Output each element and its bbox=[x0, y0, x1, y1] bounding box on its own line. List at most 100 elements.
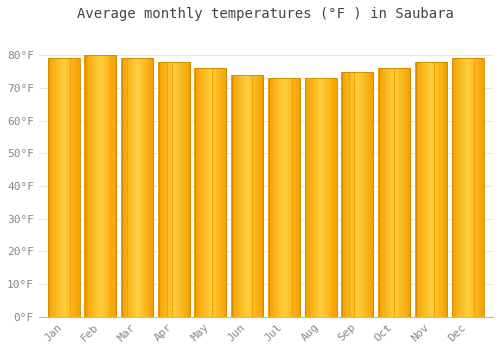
Bar bbox=[248, 75, 249, 317]
Bar bbox=[222, 68, 224, 317]
Bar bbox=[68, 58, 69, 317]
Bar bbox=[234, 75, 236, 317]
Bar bbox=[64, 58, 66, 317]
Bar bbox=[274, 78, 276, 317]
Bar bbox=[472, 58, 473, 317]
Bar bbox=[394, 68, 396, 317]
Bar bbox=[280, 78, 281, 317]
Bar bbox=[343, 71, 344, 317]
Bar bbox=[393, 68, 394, 317]
Bar bbox=[112, 55, 114, 317]
Bar bbox=[468, 58, 469, 317]
Bar bbox=[149, 58, 150, 317]
Bar bbox=[160, 62, 161, 317]
Bar bbox=[441, 62, 442, 317]
Bar bbox=[246, 75, 248, 317]
Bar bbox=[483, 58, 484, 317]
Bar bbox=[158, 62, 190, 317]
Bar bbox=[342, 71, 374, 317]
Bar bbox=[402, 68, 404, 317]
Bar bbox=[416, 62, 447, 317]
Bar bbox=[354, 71, 356, 317]
Bar bbox=[144, 58, 146, 317]
Bar bbox=[60, 58, 62, 317]
Bar bbox=[88, 55, 89, 317]
Bar bbox=[268, 78, 300, 317]
Bar bbox=[214, 68, 216, 317]
Bar bbox=[463, 58, 464, 317]
Bar bbox=[110, 55, 112, 317]
Bar bbox=[281, 78, 282, 317]
Bar bbox=[286, 78, 288, 317]
Bar bbox=[204, 68, 206, 317]
Bar bbox=[48, 58, 49, 317]
Bar bbox=[353, 71, 354, 317]
Bar bbox=[473, 58, 474, 317]
Bar bbox=[342, 71, 343, 317]
Bar bbox=[318, 78, 320, 317]
Bar bbox=[268, 78, 300, 317]
Bar bbox=[416, 62, 447, 317]
Bar bbox=[423, 62, 424, 317]
Bar bbox=[236, 75, 238, 317]
Bar bbox=[404, 68, 406, 317]
Bar bbox=[310, 78, 311, 317]
Bar bbox=[48, 58, 80, 317]
Bar bbox=[86, 55, 88, 317]
Bar bbox=[74, 58, 76, 317]
Bar bbox=[446, 62, 448, 317]
Bar bbox=[148, 58, 149, 317]
Bar bbox=[296, 78, 298, 317]
Bar bbox=[306, 78, 308, 317]
Bar bbox=[132, 58, 134, 317]
Bar bbox=[480, 58, 481, 317]
Bar bbox=[49, 58, 50, 317]
Bar bbox=[142, 58, 144, 317]
Bar bbox=[370, 71, 371, 317]
Bar bbox=[258, 75, 259, 317]
Bar bbox=[291, 78, 292, 317]
Bar bbox=[332, 78, 334, 317]
Bar bbox=[129, 58, 131, 317]
Bar bbox=[396, 68, 398, 317]
Bar bbox=[342, 71, 374, 317]
Bar bbox=[169, 62, 171, 317]
Bar bbox=[206, 68, 208, 317]
Bar bbox=[220, 68, 222, 317]
Bar bbox=[122, 58, 124, 317]
Bar bbox=[379, 68, 410, 317]
Bar bbox=[346, 71, 348, 317]
Bar bbox=[198, 68, 200, 317]
Bar bbox=[114, 55, 116, 317]
Bar bbox=[455, 58, 456, 317]
Bar bbox=[188, 62, 189, 317]
Bar bbox=[371, 71, 372, 317]
Bar bbox=[232, 75, 263, 317]
Bar bbox=[124, 58, 126, 317]
Bar bbox=[462, 58, 463, 317]
Bar bbox=[150, 58, 152, 317]
Bar bbox=[109, 55, 110, 317]
Bar bbox=[314, 78, 316, 317]
Bar bbox=[481, 58, 482, 317]
Bar bbox=[362, 71, 364, 317]
Bar bbox=[344, 71, 346, 317]
Bar bbox=[438, 62, 440, 317]
Bar bbox=[322, 78, 324, 317]
Bar bbox=[252, 75, 254, 317]
Bar bbox=[174, 62, 176, 317]
Bar bbox=[208, 68, 209, 317]
Bar bbox=[254, 75, 256, 317]
Bar bbox=[189, 62, 190, 317]
Bar bbox=[219, 68, 220, 317]
Bar bbox=[134, 58, 136, 317]
Bar bbox=[201, 68, 202, 317]
Bar bbox=[94, 55, 96, 317]
Bar bbox=[308, 78, 310, 317]
Title: Average monthly temperatures (°F ) in Saubara: Average monthly temperatures (°F ) in Sa… bbox=[78, 7, 454, 21]
Bar bbox=[182, 62, 184, 317]
Bar bbox=[226, 68, 227, 317]
Bar bbox=[240, 75, 241, 317]
Bar bbox=[452, 58, 484, 317]
Bar bbox=[388, 68, 390, 317]
